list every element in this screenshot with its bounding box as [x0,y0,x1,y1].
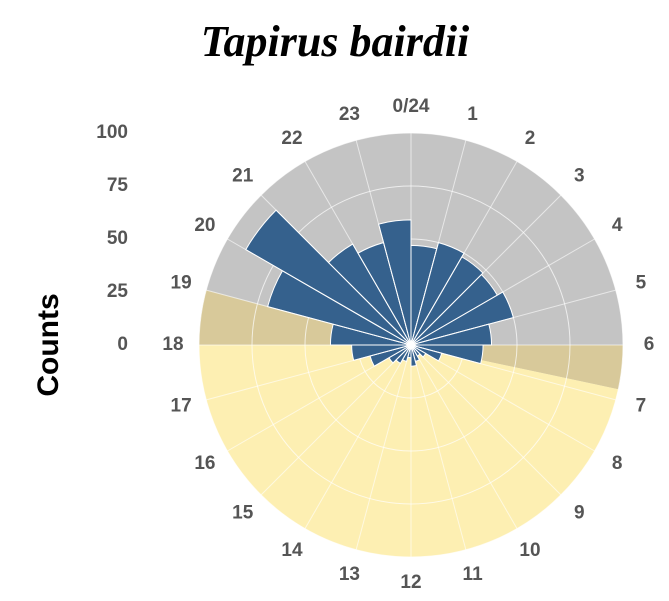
spoke [298,344,412,540]
y-tick-label: 50 [107,228,128,249]
y-axis-label: Counts [32,293,65,396]
chart-title: Tapirus bairdii [201,17,470,66]
spoke [410,344,628,404]
x-tick-label: 17 [171,396,192,417]
x-tick-label: 22 [281,128,302,149]
spoke [352,128,412,346]
spoke [410,344,606,458]
y-tick-label: 100 [96,122,128,143]
spoke [410,128,470,346]
spoke [410,286,628,346]
x-tick-label: 3 [574,166,585,187]
x-tick-label: 5 [636,272,647,293]
x-tick-label: 0/24 [393,96,430,117]
y-tick-label: 25 [107,281,129,302]
spoke [216,344,412,458]
spoke [410,186,570,346]
x-tick-label: 16 [194,453,215,474]
spoke [194,344,412,404]
spoke [252,344,412,504]
spoke [410,344,470,562]
spoke [216,232,412,346]
x-tick-label: 4 [612,215,623,236]
x-tick-label: 8 [612,453,623,474]
x-tick-label: 20 [194,215,215,236]
x-tick-label: 18 [162,334,183,355]
y-tick-label: 75 [107,175,129,196]
spoke [352,344,412,562]
spoke [410,150,524,346]
x-tick-label: 14 [281,540,303,561]
x-tick-label: 13 [339,564,360,585]
x-tick-label: 19 [171,272,192,293]
x-tick-label: 2 [525,128,536,149]
x-tick-label: 12 [400,572,421,593]
y-tick-label: 0 [117,334,128,355]
x-tick-label: 6 [644,334,655,355]
x-tick-label: 7 [636,396,647,417]
x-tick-label: 1 [467,104,478,125]
x-tick-label: 15 [232,502,254,523]
spoke [252,186,412,346]
spoke [410,232,606,346]
spoke [194,286,412,346]
x-tick-label: 10 [519,540,540,561]
spoke [410,344,570,504]
x-tick-label: 9 [574,502,585,523]
x-tick-label: 21 [232,166,254,187]
spoke [410,344,524,540]
spoke [298,150,412,346]
x-tick-label: 11 [463,564,484,585]
x-tick-label: 23 [339,104,360,125]
